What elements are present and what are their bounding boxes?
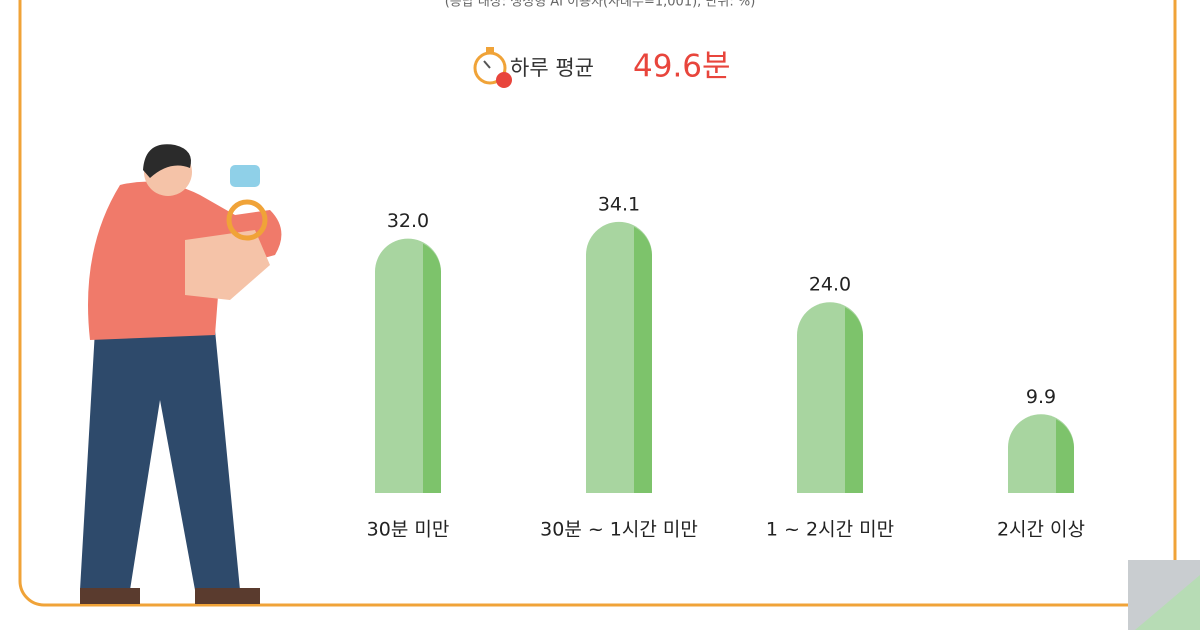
x-tick-label: 1 ~ 2시간 미만 <box>766 519 894 541</box>
data-label: 34.1 <box>598 193 640 215</box>
data-label: 32.0 <box>387 210 429 232</box>
x-tick-label: 30분 미만 <box>367 519 450 541</box>
annotation-label: 하루 평균 <box>510 56 594 80</box>
stopwatch-icon <box>473 47 512 88</box>
corner-decoration <box>1135 575 1200 630</box>
data-label: 9.9 <box>1026 386 1056 408</box>
x-tick-label: 2시간 이상 <box>997 519 1085 541</box>
data-label: 24.0 <box>809 274 851 296</box>
bar-shade <box>423 243 441 493</box>
bar-shade <box>1056 419 1074 493</box>
bar-shade <box>634 226 652 493</box>
subtitle: (응답 대상: 생성형 AI 이용자(사례수=1,001), 단위: %) <box>445 0 756 10</box>
person-illustration <box>80 144 282 604</box>
annotation-value: 49.6분 <box>633 49 731 85</box>
bar-shade <box>845 307 863 493</box>
x-tick-label: 30분 ~ 1시간 미만 <box>540 519 698 541</box>
